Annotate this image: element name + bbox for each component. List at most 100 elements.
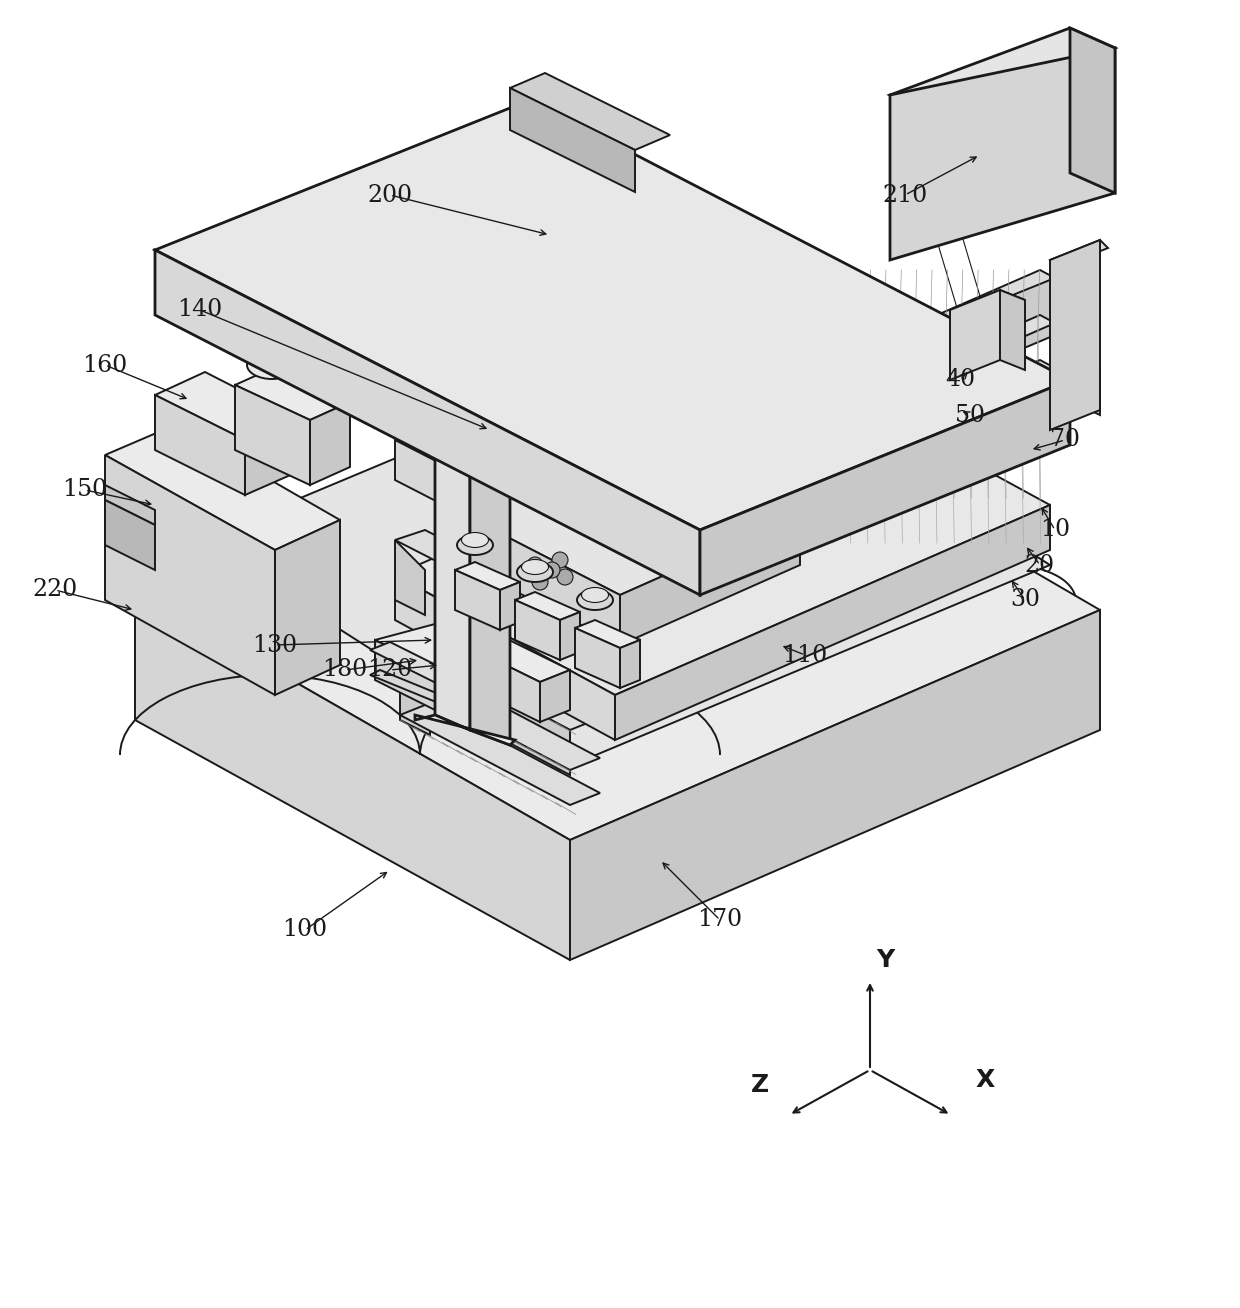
Polygon shape [435, 650, 510, 710]
Polygon shape [640, 269, 1055, 453]
Polygon shape [1070, 27, 1115, 194]
Polygon shape [435, 324, 470, 730]
Polygon shape [1050, 239, 1100, 430]
Text: 180: 180 [322, 658, 367, 681]
Polygon shape [970, 364, 1085, 445]
Polygon shape [620, 515, 800, 645]
Circle shape [544, 562, 560, 578]
Polygon shape [246, 419, 295, 494]
Polygon shape [445, 505, 620, 645]
Polygon shape [640, 315, 1055, 498]
Polygon shape [475, 638, 570, 681]
Polygon shape [701, 381, 1070, 595]
Text: 50: 50 [955, 403, 985, 426]
Ellipse shape [582, 587, 609, 603]
Polygon shape [1050, 239, 1109, 268]
Ellipse shape [1013, 398, 1042, 416]
Ellipse shape [247, 351, 298, 379]
Polygon shape [570, 610, 1100, 960]
Polygon shape [455, 562, 520, 590]
Ellipse shape [577, 590, 613, 610]
Polygon shape [155, 395, 246, 494]
Text: 130: 130 [253, 633, 298, 657]
Text: 200: 200 [367, 183, 413, 207]
Text: 20: 20 [1025, 553, 1055, 577]
Text: 100: 100 [283, 918, 327, 942]
Polygon shape [396, 439, 570, 570]
Circle shape [527, 557, 543, 573]
Polygon shape [135, 590, 570, 960]
Polygon shape [135, 360, 1100, 840]
Text: 40: 40 [945, 369, 975, 391]
Polygon shape [275, 521, 340, 695]
Text: 220: 220 [32, 578, 78, 602]
Ellipse shape [461, 532, 489, 548]
Text: 170: 170 [697, 909, 743, 931]
Text: 120: 120 [367, 658, 413, 681]
Text: 30: 30 [1011, 589, 1040, 612]
Polygon shape [510, 73, 670, 150]
Text: 150: 150 [62, 479, 108, 501]
Circle shape [532, 574, 548, 590]
Ellipse shape [517, 562, 553, 582]
Polygon shape [575, 628, 620, 688]
Polygon shape [396, 385, 1050, 695]
Polygon shape [155, 250, 701, 595]
Polygon shape [950, 290, 1025, 320]
Polygon shape [615, 505, 1050, 740]
Text: 210: 210 [883, 183, 928, 207]
Text: 70: 70 [1050, 429, 1080, 451]
Circle shape [552, 552, 568, 568]
Polygon shape [105, 500, 155, 570]
Polygon shape [470, 340, 510, 746]
Polygon shape [105, 485, 155, 525]
Text: 10: 10 [1040, 518, 1070, 542]
Text: Z: Z [751, 1073, 769, 1097]
Polygon shape [1085, 364, 1100, 415]
Polygon shape [401, 628, 600, 730]
Polygon shape [570, 436, 800, 570]
Polygon shape [370, 642, 490, 700]
Text: X: X [976, 1069, 994, 1092]
Polygon shape [396, 540, 425, 615]
Polygon shape [620, 640, 640, 688]
Polygon shape [640, 360, 1055, 543]
Polygon shape [374, 640, 435, 710]
Polygon shape [236, 368, 350, 420]
Polygon shape [105, 425, 340, 549]
Polygon shape [999, 290, 1025, 370]
Polygon shape [475, 650, 539, 722]
Polygon shape [200, 335, 1050, 770]
Ellipse shape [253, 341, 291, 364]
Polygon shape [455, 570, 500, 630]
Polygon shape [401, 668, 600, 770]
Ellipse shape [458, 535, 494, 555]
Polygon shape [950, 290, 999, 381]
Polygon shape [105, 455, 275, 695]
Polygon shape [401, 702, 600, 804]
Polygon shape [560, 612, 580, 661]
Polygon shape [310, 402, 350, 485]
Polygon shape [155, 371, 295, 439]
Circle shape [557, 569, 573, 585]
Polygon shape [445, 425, 800, 595]
Polygon shape [415, 715, 515, 746]
Polygon shape [401, 640, 570, 776]
Polygon shape [890, 48, 1115, 260]
Polygon shape [500, 582, 520, 630]
Ellipse shape [522, 560, 548, 574]
Polygon shape [374, 620, 510, 670]
Polygon shape [370, 670, 490, 719]
Polygon shape [396, 345, 800, 530]
Polygon shape [155, 99, 1070, 530]
Polygon shape [539, 670, 570, 722]
Polygon shape [890, 27, 1115, 115]
Polygon shape [396, 576, 615, 740]
Polygon shape [970, 364, 1100, 407]
Polygon shape [401, 680, 430, 735]
Text: Y: Y [875, 948, 894, 972]
Polygon shape [236, 385, 310, 485]
Text: 140: 140 [177, 298, 223, 322]
Text: 160: 160 [82, 353, 128, 377]
Polygon shape [640, 279, 1055, 510]
